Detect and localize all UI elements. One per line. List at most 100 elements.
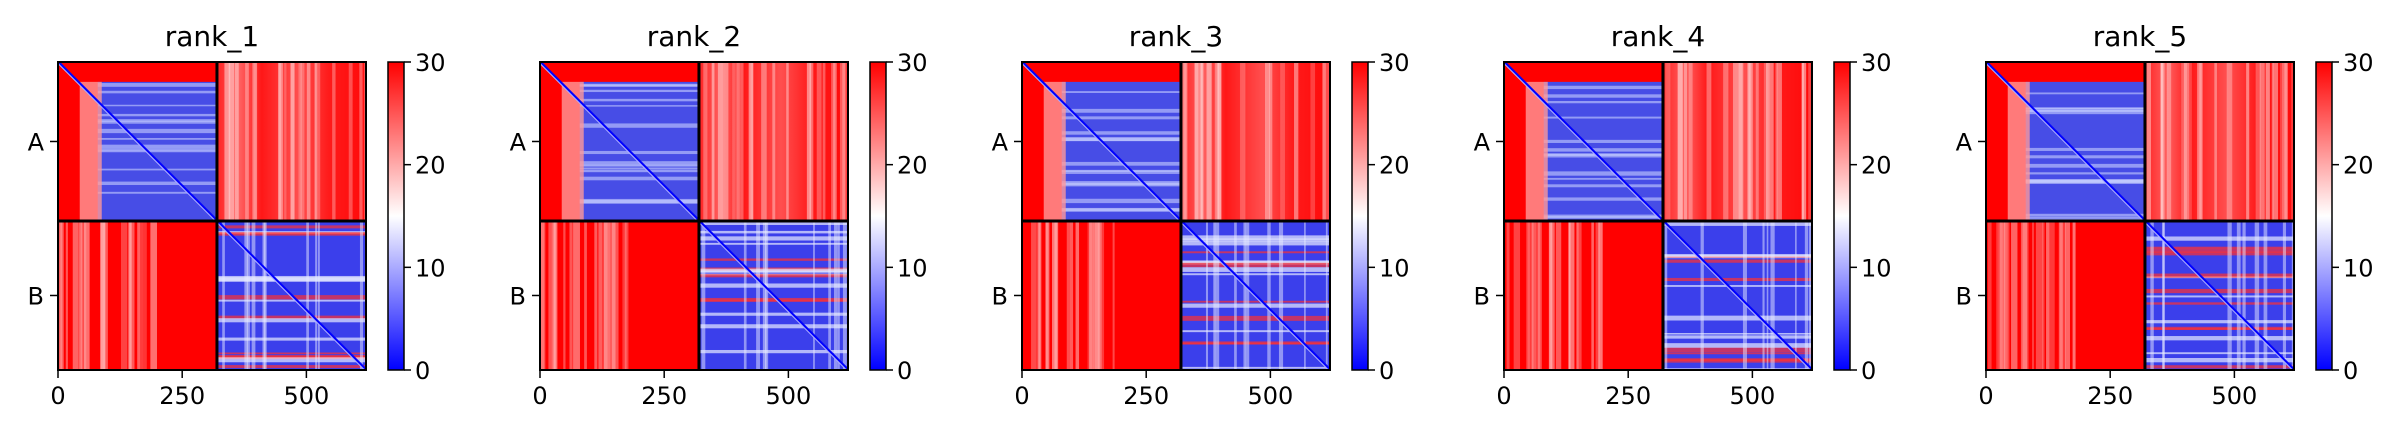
block-ab-stripe (1706, 62, 1712, 221)
block-aa-stripe (579, 105, 699, 107)
block-ab-stripe (722, 62, 729, 221)
block-aa-stripe (97, 137, 217, 140)
colorbar-tick-label: 0 (1379, 357, 1394, 385)
block-bb-stripe (1180, 330, 1330, 333)
block-ab-stripe (1768, 62, 1774, 221)
panel-title: rank_3 (1129, 20, 1223, 53)
block-bb-stripe (698, 283, 848, 288)
diagonal-line (1504, 62, 1812, 370)
block-ab-stripe (809, 62, 814, 221)
block-bb-stripe (698, 274, 848, 278)
block-aa-stripe (1061, 108, 1181, 113)
block-bb-stripe (216, 275, 366, 281)
block-aa-stripe (1061, 207, 1181, 212)
colorbar-tick-label: 20 (415, 152, 446, 180)
block-aa-stripe (1543, 148, 1663, 152)
block-bb-vstripe (1205, 220, 1209, 370)
block-ba-stripe (2004, 220, 2008, 370)
x-tick-label: 250 (1123, 382, 1169, 410)
block-ab-stripe (1723, 62, 1729, 221)
block-ab-stripe (750, 62, 754, 221)
block-aa-stripe (579, 98, 699, 102)
heatmap-frame (539, 61, 849, 371)
block-bb-stripe (1180, 251, 1330, 254)
block-bb-vstripe (842, 220, 847, 370)
block-bb-stripe (1662, 315, 1812, 321)
heatmap-cells (1504, 62, 1812, 370)
block-bb-stripe (698, 258, 848, 261)
block-bb-stripe (2144, 246, 2294, 249)
block-bb-stripe (1662, 221, 1812, 226)
block-ba-stripe (1598, 220, 1603, 370)
block-ab-stripe (300, 62, 305, 221)
block-bb-stripe (1180, 238, 1330, 242)
block-ba-stripe (594, 220, 598, 370)
x-tick-label: 250 (1605, 382, 1651, 410)
block-ab-stripe (1181, 62, 1188, 221)
block-ab-stripe (332, 62, 336, 221)
block-ba-stripe (100, 220, 103, 370)
block-aa-stripe (1543, 100, 1663, 104)
panel-title: rank_4 (1611, 20, 1705, 53)
block-ab-stripe (306, 62, 311, 221)
block-ab-stripe (1214, 62, 1220, 221)
block-ab-stripe (816, 62, 822, 221)
block-ab-stripe (1183, 62, 1187, 221)
block-ab-stripe (317, 62, 321, 221)
block-ab-stripe (2166, 62, 2172, 221)
panel-title: rank_1 (165, 20, 259, 53)
block-ab-stripe (1322, 62, 1326, 221)
block-ba-stripe (1987, 220, 1992, 370)
y-tick-label: B (510, 282, 526, 310)
block-ab-stripe (1688, 62, 1693, 221)
block-ba-stripe (1528, 220, 1534, 370)
block-bb-vstripe (262, 220, 267, 370)
block-bb-stripe (1662, 335, 1812, 339)
block-aa-stripe (97, 168, 217, 171)
block-ba-stripe (1526, 220, 1530, 370)
block-ba-stripe (548, 220, 552, 370)
block-ab-stripe (1755, 62, 1759, 221)
block-ab-stripe (1216, 62, 1222, 221)
colorbar-tick-label: 20 (1379, 152, 1410, 180)
block-bb-vstripe (317, 220, 320, 370)
block-ab-stripe (2259, 62, 2265, 221)
block-ba-stripe (1036, 220, 1040, 370)
colorbar-frame (2315, 61, 2333, 371)
block-ab-stripe (1749, 62, 1753, 221)
block-ab (1180, 62, 1330, 221)
block-aa-edge (561, 81, 584, 221)
block-bb-vstripe (306, 220, 309, 370)
block-aa-stripe (2025, 107, 2145, 109)
block-ba-stripe (1996, 220, 2000, 370)
block-ab-stripe (228, 62, 235, 221)
colorbar (870, 62, 886, 370)
block-ab-stripe (2197, 62, 2203, 221)
block-ab-stripe (228, 62, 235, 221)
block-ab-stripe (717, 62, 723, 221)
block-bb-stripe (216, 365, 366, 369)
block-ba-stripe (2065, 220, 2070, 370)
block-aa-stripe (1543, 85, 1663, 90)
block-ba-stripe (1537, 220, 1542, 370)
block-bb-vstripe (2150, 220, 2154, 370)
block-ba-stripe (102, 220, 106, 370)
block-bb-stripe (698, 324, 848, 329)
block-aa-stripe (579, 83, 699, 86)
heatmap-cells (540, 62, 848, 370)
block-aa-stripe (97, 181, 217, 186)
block-bb-vstripe (1234, 220, 1237, 370)
block-bb-vstripe (1243, 220, 1246, 370)
block-bb-stripe (2144, 247, 2294, 253)
block-bb-stripe (1180, 262, 1330, 268)
colorbar-tick-label: 0 (897, 357, 912, 385)
block-bb-vstripe (1770, 220, 1775, 370)
block-bb-vstripe (244, 220, 248, 370)
block-ba-stripe (2022, 220, 2029, 370)
block-bb-stripe (1180, 300, 1330, 303)
block-bb-stripe (698, 236, 848, 241)
block-bb-vstripe (2291, 220, 2294, 370)
block-bb-vstripe (315, 220, 318, 370)
block-ab-stripe (2291, 62, 2294, 221)
